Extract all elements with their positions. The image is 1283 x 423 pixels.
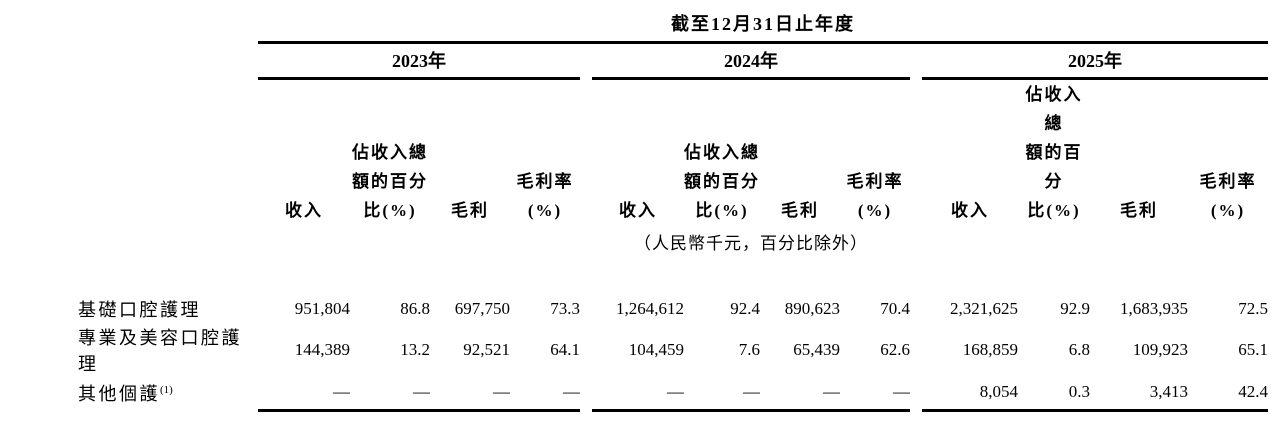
data-cell: 8,054 <box>922 376 1018 412</box>
table-row-professional-beauty-oral-care: 專業及美容口腔護理 144,389 13.2 92,521 64.1 104,4… <box>78 324 1268 376</box>
data-cell: 3,413 <box>1090 376 1188 412</box>
data-cell: 144,389 <box>294 340 350 359</box>
group-gap <box>580 79 592 227</box>
group-gap <box>580 43 592 79</box>
group-gap <box>580 226 592 256</box>
note-spacer <box>258 226 580 256</box>
data-cell: 72.5 <box>1238 299 1269 318</box>
group-gap <box>910 79 922 227</box>
group-gap <box>910 294 922 324</box>
spacer <box>78 410 1268 423</box>
data-cell: — <box>840 376 910 412</box>
data-cell: 2,321,625 <box>950 299 1018 318</box>
row-label: 專業及美容口腔護理 <box>78 324 258 376</box>
data-cell: 697,750 <box>454 299 510 318</box>
year-header-2024: 2024年 <box>592 42 910 80</box>
col-header-revenue-2025: 收入 <box>951 201 989 220</box>
table-title: 截至12月31日止年度 <box>258 10 1269 44</box>
group-gap <box>580 294 592 324</box>
year-header-2025: 2025年 <box>922 42 1269 80</box>
col-header-gross-margin-2023: 毛利率 (%) <box>516 172 574 220</box>
data-cell: 951,804 <box>294 299 350 318</box>
group-gap <box>910 43 922 79</box>
data-cell: 109,923 <box>1132 340 1188 359</box>
label-col-spacer <box>78 79 258 227</box>
table-row-other-personal-care: 其他個護(1) — — — — — — — — 8,054 0.3 3,413 … <box>78 376 1269 412</box>
row-label: 基礎口腔護理 <box>78 294 258 324</box>
row-label-footnote: (1) <box>160 384 173 396</box>
data-cell: 65.1 <box>1238 340 1269 359</box>
group-gap <box>910 324 922 376</box>
spacer-row <box>78 256 1268 294</box>
data-cell: 92.4 <box>730 299 760 318</box>
financial-table: 截至12月31日止年度 2023年 2024年 2025年 收入 佔收入總 額的… <box>78 10 1269 423</box>
group-gap <box>580 324 592 376</box>
data-cell: 70.4 <box>880 299 910 318</box>
spacer <box>78 256 1268 294</box>
units-note-row: （人民幣千元，百分比除外） <box>78 226 1268 256</box>
table-row-basic-oral-care: 基礎口腔護理 951,804 86.8 697,750 73.3 1,264,6… <box>78 294 1268 324</box>
data-cell: — <box>258 376 350 412</box>
data-cell: 1,683,935 <box>1120 299 1188 318</box>
col-header-gross-profit-2025: 毛利 <box>1120 201 1158 220</box>
data-cell: — <box>430 376 510 412</box>
year-header-2023: 2023年 <box>258 42 580 80</box>
data-cell: 168,859 <box>962 340 1018 359</box>
note-spacer <box>922 226 1268 256</box>
data-cell: 42.4 <box>1188 376 1269 412</box>
spacer-row <box>78 410 1268 423</box>
column-header-row: 收入 佔收入總 額的百分 比(%) 毛利 毛利率 (%) 收入 佔收入總 額的百… <box>78 79 1268 227</box>
label-col-spacer <box>78 43 258 79</box>
data-cell: — <box>592 376 684 412</box>
col-header-gross-margin-2025: 毛利率 (%) <box>1199 172 1257 220</box>
row-label: 其他個護(1) <box>78 376 258 410</box>
title-row: 截至12月31日止年度 <box>78 10 1269 44</box>
col-header-pct-of-revenue-2024: 佔收入總 額的百分 比(%) <box>684 143 760 220</box>
data-cell: — <box>350 376 430 412</box>
row-label-text: 基礎口腔護理 <box>78 300 201 320</box>
data-cell: 86.8 <box>400 299 430 318</box>
data-cell: 13.2 <box>400 340 430 359</box>
data-cell: 6.8 <box>1068 340 1090 359</box>
col-header-gross-margin-2024: 毛利率 (%) <box>846 172 904 220</box>
col-header-pct-of-revenue-2025: 佔收入總 額的百分 比(%) <box>1025 85 1083 220</box>
label-col-spacer <box>78 226 258 256</box>
data-cell: 65,439 <box>793 340 840 359</box>
data-cell: 92.9 <box>1060 299 1090 318</box>
units-note: （人民幣千元，百分比除外） <box>634 233 868 253</box>
group-gap <box>580 376 592 410</box>
year-header-row: 2023年 2024年 2025年 <box>78 42 1269 80</box>
data-cell: 104,459 <box>628 340 684 359</box>
row-label-text: 其他個護 <box>78 384 160 404</box>
data-cell: — <box>684 376 760 412</box>
data-cell: — <box>760 376 840 412</box>
data-cell: — <box>510 376 580 412</box>
data-cell: 890,623 <box>784 299 840 318</box>
col-header-pct-of-revenue-2023: 佔收入總 額的百分 比(%) <box>352 143 428 220</box>
data-cell: 1,264,612 <box>616 299 684 318</box>
data-cell: 73.3 <box>550 299 580 318</box>
data-cell: 7.6 <box>738 340 760 359</box>
label-col-spacer <box>78 10 258 43</box>
col-header-revenue-2023: 收入 <box>285 201 323 220</box>
col-header-gross-profit-2023: 毛利 <box>451 201 489 220</box>
col-header-gross-profit-2024: 毛利 <box>781 201 819 220</box>
row-label-text: 專業及美容口腔護理 <box>78 328 242 374</box>
data-cell: 92,521 <box>463 340 510 359</box>
col-header-revenue-2024: 收入 <box>619 201 657 220</box>
group-gap <box>910 226 922 256</box>
data-cell: 64.1 <box>550 340 580 359</box>
group-gap <box>910 376 922 410</box>
data-cell: 62.6 <box>880 340 910 359</box>
data-cell: 0.3 <box>1018 376 1090 412</box>
